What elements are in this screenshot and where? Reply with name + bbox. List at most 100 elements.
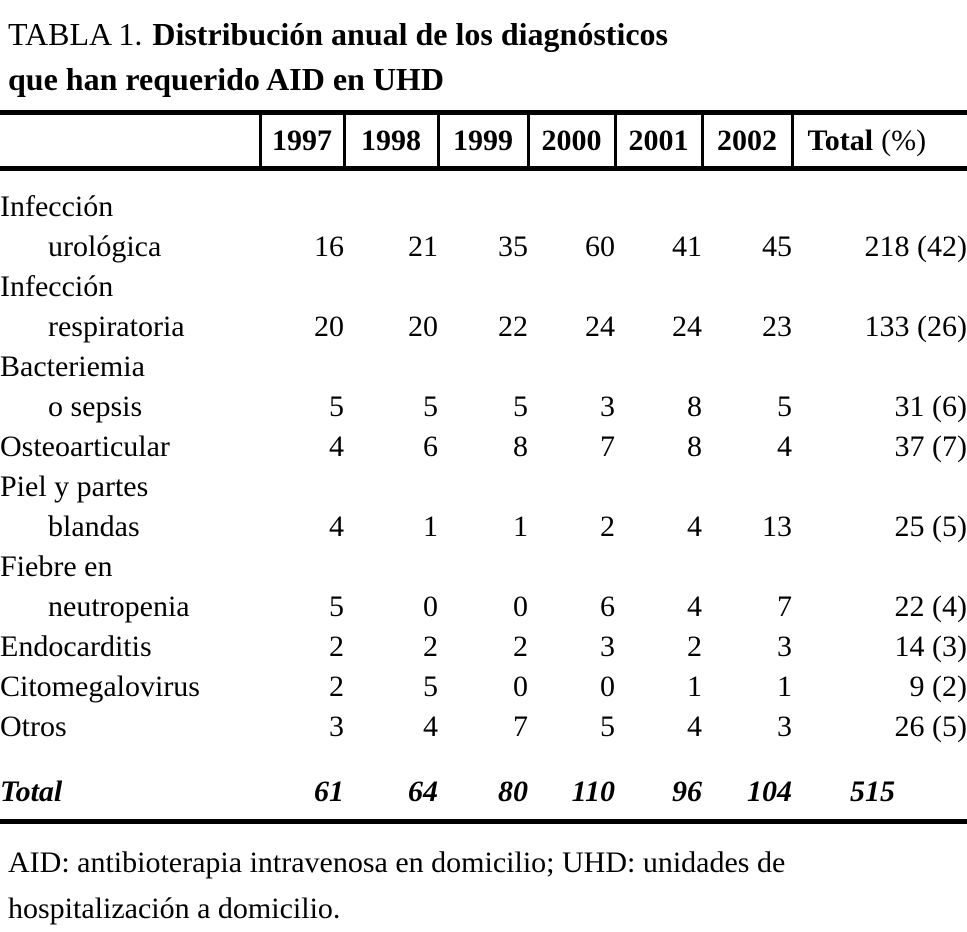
diagnosis-label: blandas	[48, 510, 140, 543]
value-cell	[528, 169, 615, 228]
value-cell: 41	[672, 230, 702, 263]
value-cell	[438, 347, 528, 387]
value-cell: 2	[600, 510, 615, 543]
value-cell: 2	[329, 630, 344, 663]
value-cell: 20	[314, 310, 344, 343]
table-caption-line2: que han requerido AID en UHD	[8, 61, 444, 97]
col-header-1997: 1997	[258, 110, 344, 171]
footnote-line: AID: antibioterapia intravenosa en domic…	[8, 846, 786, 879]
table-row: Fiebre en	[0, 547, 967, 587]
value-cell: 4	[687, 590, 702, 623]
table-title-line1: TABLA 1. Distribución anual de los diagnó…	[8, 12, 967, 57]
value-cell	[528, 547, 615, 587]
diagnosis-label: Endocarditis	[0, 630, 152, 663]
value-cell	[615, 347, 702, 387]
table-row: neutropenia 5 0 0 6 4 7 22 (4)	[0, 587, 967, 627]
value-cell: 5	[600, 710, 615, 743]
table-row: Endocarditis 2 2 2 3 2 3 14 (3)	[0, 627, 967, 667]
table-row: Bacteriemia	[0, 347, 967, 387]
table-caption-line1: Distribución anual de los diagnósticos	[152, 16, 668, 52]
value-cell: 8	[687, 430, 702, 463]
value-cell	[260, 467, 344, 507]
total-value-cell: 61	[314, 775, 344, 808]
value-cell: 3	[777, 630, 792, 663]
value-cell: 4	[329, 430, 344, 463]
value-cell: 0	[513, 670, 528, 703]
value-cell: 3	[600, 390, 615, 423]
diagnosis-label: o sepsis	[48, 390, 143, 423]
value-cell: 5	[329, 390, 344, 423]
value-cell	[702, 467, 792, 507]
value-cell: 1	[687, 670, 702, 703]
value-cell: 5	[423, 670, 438, 703]
table-row: Infección	[0, 267, 967, 307]
value-cell: 7	[600, 430, 615, 463]
value-cell: 2	[329, 670, 344, 703]
value-cell	[344, 547, 438, 587]
value-cell: 20	[408, 310, 438, 343]
value-cell: 2	[687, 630, 702, 663]
diagnoses-table: 1997 1998 1999 2000 2001 2002 Total (%) I…	[0, 110, 967, 824]
grand-total-cell: 515	[850, 775, 895, 808]
diagnosis-label: respiratoria	[48, 310, 185, 343]
value-cell: 0	[600, 670, 615, 703]
value-cell: 5	[777, 390, 792, 423]
col-header-total: Total (%)	[790, 110, 967, 171]
table-footnote: AID: antibioterapia intravenosa en domic…	[0, 840, 967, 932]
value-cell: 5	[513, 390, 528, 423]
total-cell: 218 (42)	[864, 230, 967, 263]
diagnosis-label: Fiebre en	[0, 550, 113, 583]
value-cell	[702, 547, 792, 587]
value-cell: 2	[513, 630, 528, 663]
diagnosis-label: Bacteriemia	[0, 350, 145, 383]
total-cell	[792, 547, 967, 587]
value-cell	[438, 169, 528, 228]
value-cell: 8	[513, 430, 528, 463]
total-header-label: Total	[807, 123, 874, 157]
col-header-2002: 2002	[700, 110, 792, 171]
table-row: o sepsis 5 5 5 3 8 5 31 (6)	[0, 387, 967, 427]
value-cell: 5	[329, 590, 344, 623]
value-cell: 35	[498, 230, 528, 263]
total-cell: 37 (7)	[894, 430, 967, 463]
value-cell: 24	[672, 310, 702, 343]
total-cell	[792, 169, 967, 228]
footnote-line: hospitalización a domicilio.	[8, 892, 341, 925]
value-cell	[260, 347, 344, 387]
value-cell: 24	[585, 310, 615, 343]
value-cell: 23	[762, 310, 792, 343]
table-row: Infección	[0, 169, 967, 228]
table-figure: TABLA 1. Distribución anual de los diagnó…	[0, 12, 967, 925]
value-cell: 6	[423, 430, 438, 463]
total-cell: 133 (26)	[864, 310, 967, 343]
total-cell	[792, 467, 967, 507]
empty-corner-cell	[0, 110, 260, 171]
table-row: Citomegalovirus 2 5 0 0 1 1 9 (2)	[0, 667, 967, 707]
value-cell: 45	[762, 230, 792, 263]
total-row: Total 61 64 80 110 96 104 515	[0, 747, 967, 822]
col-header-1998: 1998	[342, 110, 438, 171]
total-value-cell: 104	[747, 775, 792, 808]
total-value-cell: 96	[672, 775, 702, 808]
value-cell: 21	[408, 230, 438, 263]
value-cell: 4	[423, 710, 438, 743]
total-value-cell: 64	[408, 775, 438, 808]
value-cell: 0	[513, 590, 528, 623]
value-cell	[528, 347, 615, 387]
value-cell: 7	[513, 710, 528, 743]
value-cell	[438, 547, 528, 587]
value-cell	[615, 467, 702, 507]
table-row: Osteoarticular 4 6 8 7 8 4 37 (7)	[0, 427, 967, 467]
value-cell	[344, 267, 438, 307]
total-cell	[792, 267, 967, 307]
value-cell: 3	[777, 710, 792, 743]
value-cell: 4	[687, 510, 702, 543]
total-cell: 26 (5)	[894, 710, 967, 743]
total-cell: 25 (5)	[894, 510, 967, 543]
value-cell: 5	[423, 390, 438, 423]
value-cell	[344, 347, 438, 387]
value-cell: 1	[513, 510, 528, 543]
value-cell: 3	[329, 710, 344, 743]
table-row: respiratoria 20 20 22 24 24 23 133 (26)	[0, 307, 967, 347]
total-cell: 22 (4)	[894, 590, 967, 623]
